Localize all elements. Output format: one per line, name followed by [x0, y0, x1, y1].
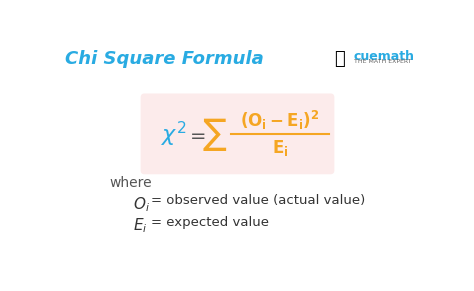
Text: THE MATH EXPERT: THE MATH EXPERT	[354, 59, 411, 64]
Text: 🚀: 🚀	[334, 49, 345, 68]
Text: $\chi^2$: $\chi^2$	[161, 120, 187, 149]
Text: $\mathbf{(O_i - E_i)^2}$: $\mathbf{(O_i - E_i)^2}$	[240, 109, 320, 132]
Text: where: where	[109, 176, 152, 190]
Text: = expected value: = expected value	[151, 216, 269, 229]
Text: = observed value (actual value): = observed value (actual value)	[151, 194, 365, 207]
Text: $O_i$: $O_i$	[133, 195, 150, 214]
Text: cuemath: cuemath	[354, 49, 415, 63]
Text: $\sum$: $\sum$	[202, 116, 227, 153]
Text: $E_i$: $E_i$	[133, 217, 147, 235]
Text: $\mathbf{E_i}$: $\mathbf{E_i}$	[272, 138, 288, 158]
Text: $=$: $=$	[185, 125, 206, 144]
Text: Chi Square Formula: Chi Square Formula	[65, 49, 264, 68]
FancyBboxPatch shape	[141, 93, 334, 174]
